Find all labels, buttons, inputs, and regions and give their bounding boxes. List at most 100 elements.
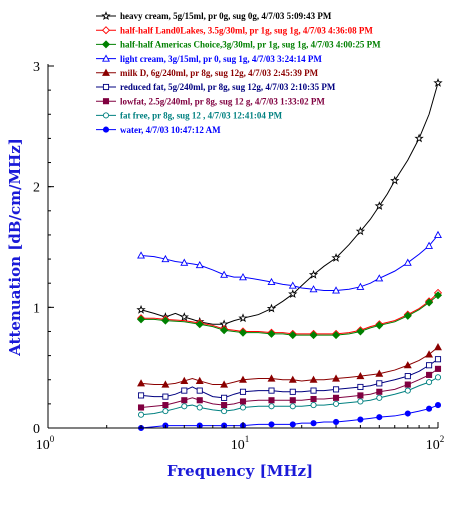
data-point [238,313,248,323]
data-point [331,252,341,262]
data-point [289,421,296,428]
data-point [137,404,145,411]
data-point [238,328,248,337]
data-point [181,397,188,404]
data-point [434,230,442,238]
series-8 [137,374,442,418]
legend-swatch-marker [102,112,110,119]
x-tick-base: 10 [231,438,245,453]
legend-label: half-half Americas Choice,3g/30ml, pr 1g… [120,40,381,50]
chart-series [136,77,443,432]
legend-label: light cream, 3g/15ml, pr 0, sug 1g, 4/7/… [120,54,322,64]
legend-entry: half-half Land0Lakes, 3.5g/30ml, pr 1g, … [96,25,373,35]
legend-swatch-marker [102,83,110,91]
data-point [136,304,146,314]
series-line [140,234,439,291]
legend-swatch-marker [102,126,110,133]
data-point [137,315,146,324]
data-point [426,405,433,412]
data-point [137,379,146,387]
data-point [220,270,229,278]
data-point [332,400,340,407]
data-point [289,397,296,404]
legend-label: water, 4/7/03 10:47:12 AM [120,125,221,135]
data-point [376,394,383,401]
data-point [357,398,364,405]
series-6 [137,356,442,401]
legend-label: reduced fat, 5g/240ml, pr 8g, sug 12g, 4… [120,82,336,92]
data-point [404,387,411,394]
data-point [267,374,276,382]
data-point [434,365,442,372]
data-point [288,281,297,289]
data-point [180,376,189,384]
y-tick-label: 3 [33,60,40,75]
data-point [434,343,442,351]
series-line [141,292,439,335]
data-point [137,411,145,418]
data-point [267,329,276,338]
data-point [221,402,228,409]
data-point [309,375,318,383]
data-point [310,387,317,394]
series-line [140,346,439,386]
data-point [426,371,433,378]
legend-swatch-marker [101,40,111,49]
data-point [181,387,188,394]
data-point [310,420,317,427]
data-point [196,387,203,394]
legend-entry: reduced fat, 5g/240ml, pr 8g, sug 12g, 4… [96,82,336,92]
data-point [376,388,383,395]
y-axis-title: Attenuation [dB/cm/MHz] [6,138,24,357]
data-point [357,416,364,423]
data-point [356,371,365,380]
data-point [332,286,341,294]
data-point [332,386,340,393]
data-point [433,77,443,87]
data-point [404,410,411,417]
data-point [356,327,365,336]
data-point [239,273,247,281]
data-point [375,369,384,377]
data-point [434,374,442,381]
data-point [239,398,247,405]
legend-entry: half-half Americas Choice,3g/30ml, pr 1g… [96,40,381,50]
data-point [161,316,170,325]
data-point [221,408,228,415]
legend-label: lowfat, 2.5g/240ml, pr 8g, sug 12 g, 4/7… [120,96,325,106]
data-point [268,403,275,410]
data-point [332,418,340,426]
data-point [137,392,145,399]
series-line [140,358,439,399]
data-point [162,402,169,409]
legend-entry: heavy cream, 5g/15ml, pr 0g, sug 0g, 4/7… [96,11,332,21]
data-point [289,403,296,410]
series-line [140,376,439,416]
data-point [239,375,247,383]
data-point [434,402,442,409]
x-tick-base: 10 [36,438,50,453]
data-point [376,380,383,387]
data-point [414,133,424,143]
data-point [375,321,384,330]
data-point [220,380,229,388]
data-point [195,320,204,329]
x-tick-exponent: 0 [50,434,55,444]
legend-entry: light cream, 3g/15ml, pr 0, sug 1g, 4/7/… [96,54,322,64]
data-point [221,394,228,401]
data-point [390,175,400,185]
data-point [162,393,169,400]
data-point [357,383,364,391]
legend-label: fat free, pr 8g, sug 12 , 4/7/03 12:41:0… [120,111,283,121]
legend-label: milk D, 6g/240ml, pr 8g, sug 12g, 4/7/03… [120,68,319,78]
data-point [195,260,204,269]
data-point [239,388,247,395]
data-point [309,331,318,340]
data-point [375,274,384,282]
data-point [179,312,189,321]
data-point [355,226,366,236]
data-point [181,403,188,410]
data-point [310,402,317,409]
series-3 [137,291,443,340]
